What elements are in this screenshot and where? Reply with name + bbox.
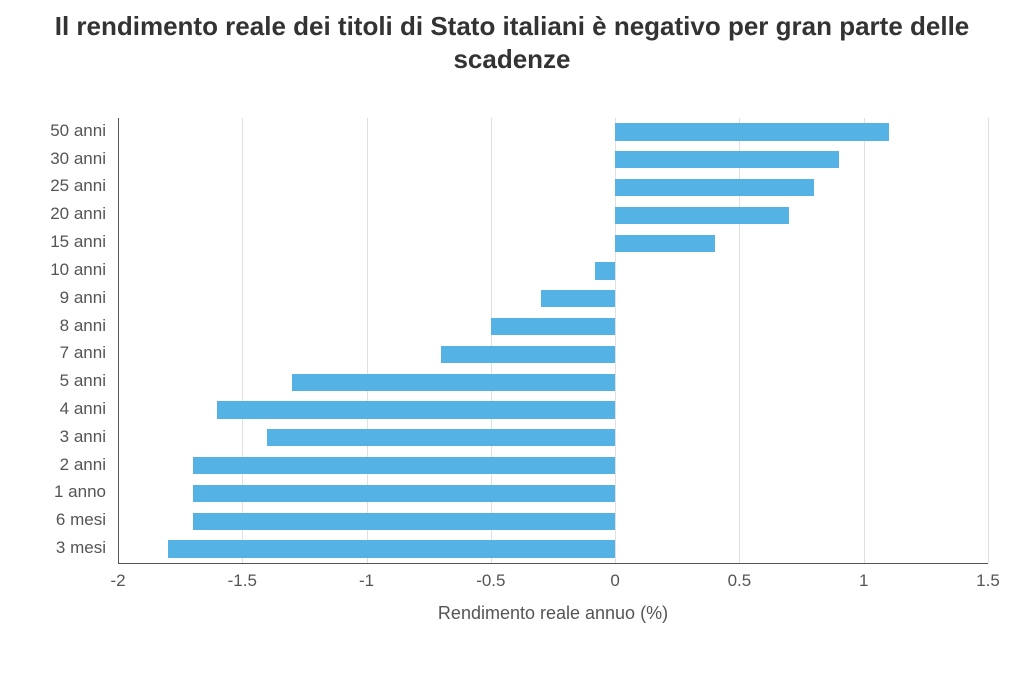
y-tick-label: 6 mesi [56,510,106,530]
bar [615,151,839,168]
y-tick-label: 9 anni [60,288,106,308]
y-tick-label: 5 anni [60,371,106,391]
bar [615,123,888,140]
x-tick-label: 0 [610,571,619,591]
gridline [864,118,865,563]
bar [193,513,616,530]
y-tick-label: 15 anni [50,232,106,252]
y-tick-label: 25 anni [50,176,106,196]
bar [615,235,714,252]
x-tick-label: 1 [859,571,868,591]
bar [615,207,789,224]
y-tick-label: 20 anni [50,204,106,224]
bar [441,346,615,363]
y-axis-line [118,118,119,563]
y-tick-label: 8 anni [60,316,106,336]
gridline [988,118,989,563]
y-tick-label: 3 mesi [56,538,106,558]
x-tick-label: -2 [110,571,125,591]
x-axis-title: Rendimento reale annuo (%) [438,603,668,624]
x-tick-label: 1.5 [976,571,1000,591]
y-tick-label: 50 anni [50,121,106,141]
x-tick-label: -1.5 [228,571,257,591]
y-tick-label: 2 anni [60,455,106,475]
x-tick-label: -0.5 [476,571,505,591]
y-tick-label: 1 anno [54,482,106,502]
y-tick-label: 7 anni [60,343,106,363]
bar [168,540,615,557]
x-axis-line [118,563,988,564]
bar [193,485,616,502]
plot-area: -2-1.5-1-0.500.511.550 anni30 anni25 ann… [118,118,988,563]
bar [217,401,615,418]
x-tick-label: -1 [359,571,374,591]
chart-container: Il rendimento reale dei titoli di Stato … [0,0,1024,683]
chart-title: Il rendimento reale dei titoli di Stato … [0,0,1024,75]
y-tick-label: 3 anni [60,427,106,447]
y-tick-label: 10 anni [50,260,106,280]
y-tick-label: 30 anni [50,149,106,169]
bar [193,457,616,474]
bar [292,374,615,391]
bar [615,179,814,196]
bar [541,290,616,307]
bar [491,318,615,335]
y-tick-label: 4 anni [60,399,106,419]
x-tick-label: 0.5 [728,571,752,591]
bar [267,429,615,446]
bar [595,262,615,279]
